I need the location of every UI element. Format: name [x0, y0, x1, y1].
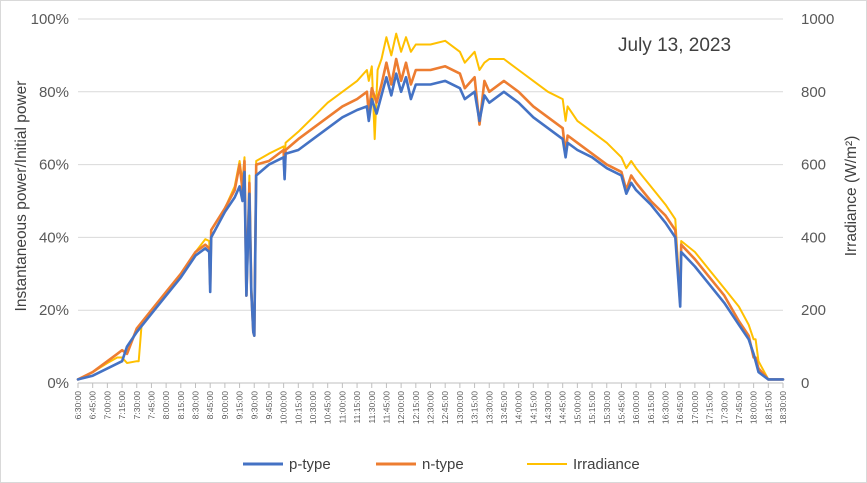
series-lines — [76, 32, 785, 381]
y-tick-label: 0% — [47, 375, 69, 392]
x-tick-label: 10:00:00 — [279, 391, 289, 424]
chart-annotation: July 13, 2023 — [618, 35, 731, 56]
x-tick-label: 14:45:00 — [558, 391, 568, 424]
x-tick-label: 14:00:00 — [514, 391, 524, 424]
y-tick-label: 40% — [39, 229, 69, 246]
x-tick-label: 8:45:00 — [205, 391, 215, 420]
y2-tick-label: 400 — [801, 229, 826, 246]
series-line-p-type — [76, 72, 785, 381]
x-tick-label: 8:15:00 — [176, 391, 186, 420]
legend-label-p-type: p-type — [289, 456, 331, 473]
x-tick-label: 11:00:00 — [337, 391, 347, 424]
x-tick-label: 11:30:00 — [367, 391, 377, 424]
x-tick-label: 16:00:00 — [631, 391, 641, 424]
y-axis-title: Instantaneous power/Initial power — [13, 81, 30, 312]
legend-label-n-type: n-type — [422, 456, 464, 473]
x-tick-label: 9:15:00 — [235, 391, 245, 420]
x-tick-label: 12:30:00 — [426, 391, 436, 424]
x-tick-label: 15:45:00 — [616, 391, 626, 424]
x-tick-label: 6:45:00 — [88, 391, 98, 420]
legend-label-irradiance: Irradiance — [573, 456, 640, 473]
x-tick-label: 13:30:00 — [484, 391, 494, 424]
x-tick-label: 13:15:00 — [470, 391, 480, 424]
x-tick-label: 11:15:00 — [352, 391, 362, 424]
x-tick-label: 9:30:00 — [249, 391, 259, 420]
x-tick-label: 14:15:00 — [528, 391, 538, 424]
y2-tick-label: 600 — [801, 157, 826, 174]
y2-tick-label: 1000 — [801, 11, 834, 28]
x-tick-label: 7:45:00 — [146, 391, 156, 420]
x-tick-label: 18:00:00 — [749, 391, 759, 424]
x-tick-label: 12:00:00 — [396, 391, 406, 424]
legend: p-type n-type Irradiance — [243, 456, 640, 473]
x-tick-label: 7:15:00 — [117, 391, 127, 420]
x-tick-label: 18:15:00 — [763, 391, 773, 424]
x-tick-label: 17:30:00 — [719, 391, 729, 424]
y2-axis-title: Irradiance (W/m²) — [843, 136, 860, 257]
y-tick-label: 20% — [39, 302, 69, 319]
x-tick-label: 17:45:00 — [734, 391, 744, 424]
y2-tick-label: 200 — [801, 302, 826, 319]
x-tick-label: 17:15:00 — [705, 391, 715, 424]
x-tick-label: 10:45:00 — [323, 391, 333, 424]
y2-tick-label: 800 — [801, 84, 826, 101]
y-tick-label: 80% — [39, 84, 69, 101]
x-tick-label: 6:30:00 — [73, 391, 83, 420]
axes: 0% 0 20% 200 40% 400 60% 600 80% 800 100% 1000 6:30:… — [31, 11, 835, 424]
x-tick-label: 7:30:00 — [132, 391, 142, 420]
x-tick-label: 8:30:00 — [191, 391, 201, 420]
x-tick-label: 16:45:00 — [675, 391, 685, 424]
x-tick-label: 16:15:00 — [646, 391, 656, 424]
x-tick-label: 10:30:00 — [308, 391, 318, 424]
x-tick-label: 12:15:00 — [411, 391, 421, 424]
x-tick-label: 8:00:00 — [161, 391, 171, 420]
x-tick-label: 16:30:00 — [661, 391, 671, 424]
x-tick-label: 14:30:00 — [543, 391, 553, 424]
x-tick-label: 9:45:00 — [264, 391, 274, 420]
x-tick-label: 17:00:00 — [690, 391, 700, 424]
x-tick-label: 7:00:00 — [102, 391, 112, 420]
x-tick-label: 9:00:00 — [220, 391, 230, 420]
x-tick-label: 15:30:00 — [602, 391, 612, 424]
x-tick-label: 12:45:00 — [440, 391, 450, 424]
y-tick-label: 60% — [39, 157, 69, 174]
x-tick-label: 13:00:00 — [455, 391, 465, 424]
x-tick-label: 13:45:00 — [499, 391, 509, 424]
x-tick-label: 11:45:00 — [381, 391, 391, 424]
x-tick-label: 15:00:00 — [572, 391, 582, 424]
x-tick-label: 18:30:00 — [778, 391, 788, 424]
x-tick-label: 15:15:00 — [587, 391, 597, 424]
x-tick-label: 10:15:00 — [293, 391, 303, 424]
y2-tick-label: 0 — [801, 375, 809, 392]
y-tick-label: 100% — [31, 11, 69, 28]
